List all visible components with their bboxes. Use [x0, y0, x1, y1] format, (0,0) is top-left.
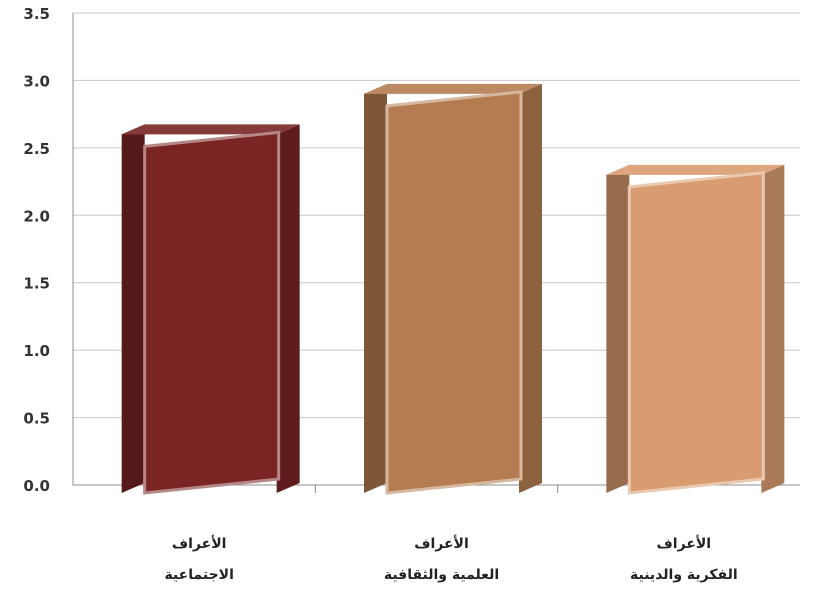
bar-side [276, 124, 300, 493]
bar-front [385, 90, 523, 495]
bar-top [121, 124, 300, 135]
x-category-label: الأعراف [414, 535, 469, 552]
x-category-label: الأعراف [172, 535, 227, 552]
y-tick-label: 0.5 [23, 410, 50, 428]
y-tick-label: 0.0 [23, 477, 50, 495]
bar-left-face [121, 124, 145, 493]
y-tick-label: 1.5 [23, 275, 50, 293]
bar-left-face [606, 164, 630, 494]
bar-left-face [364, 83, 387, 494]
bar-side [761, 164, 785, 494]
y-tick-label: 3.5 [23, 5, 50, 23]
bar-front [627, 171, 765, 495]
bar-top [364, 83, 542, 94]
y-tick-label: 1.0 [23, 342, 50, 360]
bar-front [143, 130, 281, 495]
x-category-label: العلمية والثقافية [384, 567, 499, 583]
x-category-label: الأعراف [657, 535, 712, 552]
y-tick-label: 2.0 [23, 207, 50, 225]
bar-side [519, 83, 542, 494]
bar-top [606, 164, 785, 175]
y-tick-label: 2.5 [23, 140, 50, 158]
x-category-label: الاجتماعية [164, 567, 233, 583]
y-tick-label: 3.0 [23, 72, 50, 90]
x-category-label: الفكرية والدينية [630, 567, 738, 583]
